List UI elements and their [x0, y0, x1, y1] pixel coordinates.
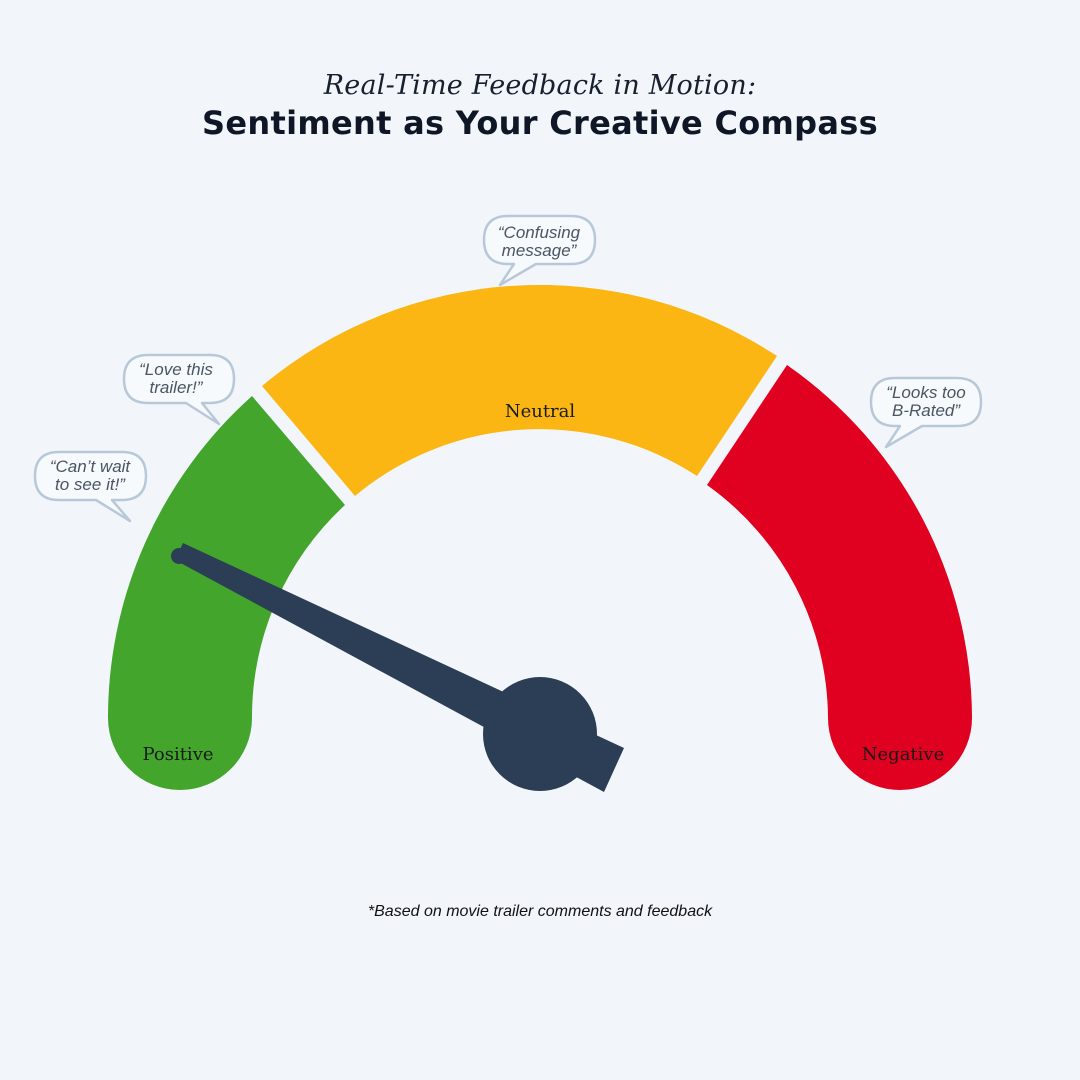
- segment-label-positive: Positive: [142, 744, 213, 765]
- subtitle: Real-Time Feedback in Motion:: [323, 70, 757, 101]
- segment-label-negative: Negative: [862, 744, 944, 765]
- bubble-line-2: to see it!”: [55, 475, 126, 494]
- gauge-segment-positive: [108, 396, 345, 790]
- footnote: *Based on movie trailer comments and fee…: [367, 903, 713, 920]
- speech-bubble-b-rated: “Looks too B-Rated”: [869, 376, 983, 449]
- bubble-line-2: trailer!”: [150, 378, 204, 397]
- gauge-segment-neutral: [262, 284, 777, 496]
- speech-bubble-cant-wait: “Can’t wait to see it!”: [33, 450, 148, 523]
- gauge-needle: [171, 543, 624, 792]
- speech-bubble-love-trailer: “Love this trailer!”: [122, 353, 236, 426]
- bubble-line-1: “Love this: [139, 360, 213, 379]
- bubble-line-2: message”: [502, 241, 578, 260]
- bubble-line-1: “Looks too: [886, 383, 965, 402]
- bubble-line-1: “Confusing: [498, 223, 581, 242]
- segment-label-neutral: Neutral: [505, 401, 576, 422]
- speech-bubble-confusing: “Confusing message”: [482, 214, 597, 287]
- page-title: Sentiment as Your Creative Compass: [202, 104, 878, 142]
- gauge-segment-negative: [707, 365, 972, 790]
- bubble-line-1: “Can’t wait: [50, 457, 132, 476]
- needle-hub: [483, 677, 597, 791]
- bubble-line-2: B-Rated”: [892, 401, 961, 420]
